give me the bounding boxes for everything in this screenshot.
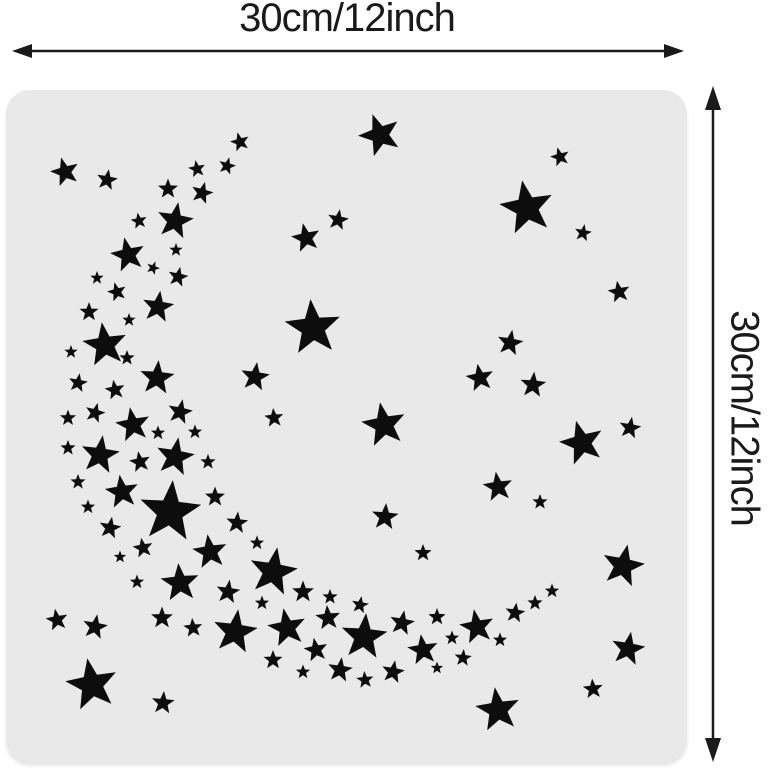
vertical-dimension-arrow (705, 86, 721, 762)
right-dimension-label: 30cm/12inch (722, 310, 767, 526)
stencil-sheet (6, 90, 687, 762)
top-dimension-label: 30cm/12inch (239, 0, 456, 40)
horizontal-dimension-arrow (12, 44, 684, 58)
